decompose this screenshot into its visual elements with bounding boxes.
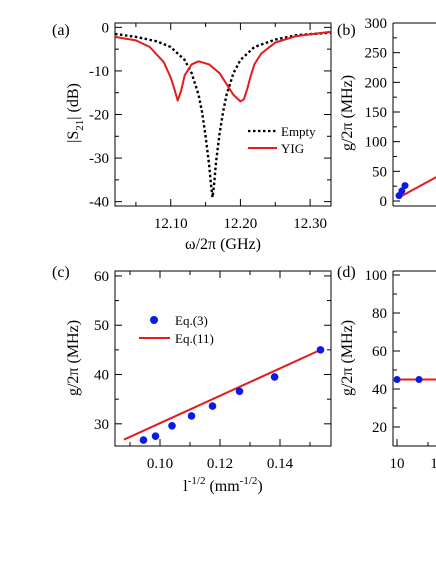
c-eq3-point — [151, 432, 160, 440]
panel-a: (a) 12.10 12.20 12.30 0 -10 -20 -30 -40 |S21| (… — [52, 20, 332, 253]
panel-d: (d) 20 40 60 80 100 10 1 g/2π (MHz) — [337, 264, 436, 472]
panel-c-label: (c) — [52, 264, 70, 281]
b-ytick-label: 50 — [372, 164, 387, 180]
panel-b-ylabel: g/2π (MHz) — [339, 75, 356, 151]
panel-d-label: (d) — [337, 264, 356, 281]
legend-eq11-label: Eq.(11) — [175, 331, 214, 346]
panel-c-legend: Eq.(3) Eq.(11) — [139, 313, 214, 346]
d-xtick-label: 10 — [390, 456, 405, 472]
d-ytick-label: 20 — [372, 420, 387, 436]
panel-a-xlabel: ω/2π (GHz) — [185, 236, 261, 253]
c-eq3-point — [270, 373, 279, 381]
b-data-point — [398, 187, 406, 195]
panel-b-label: (b) — [337, 22, 356, 39]
panel-a-legend: Empty YIG — [248, 124, 316, 156]
c-eq3-point — [316, 346, 325, 354]
a-ytick-label: -30 — [89, 151, 109, 167]
legend-eq3-marker — [150, 316, 158, 324]
b-data-point — [401, 182, 409, 190]
c-eq3-point — [208, 402, 217, 410]
panel-c-ylabel: g/2π (MHz) — [65, 320, 82, 396]
panel-a-label: (a) — [52, 22, 70, 39]
c-eq3-point — [187, 412, 196, 420]
panel-d-ylabel: g/2π (MHz) — [339, 320, 356, 396]
b-ytick-label: 100 — [365, 135, 388, 151]
series-empty-line — [115, 31, 331, 199]
c-eq3-point — [235, 387, 244, 396]
a-ytick-label: -10 — [89, 64, 109, 80]
d-ytick-label: 40 — [372, 382, 387, 398]
c-ytick-label: 40 — [94, 368, 109, 384]
d-ytick-label: 100 — [365, 268, 388, 284]
panel-b: (b) 0 50 100 150 200 250 300 g/2π (MHz) — [337, 16, 436, 210]
panel-c-xlabel: l-1/2 (mm-1/2) — [183, 475, 262, 495]
panel-c: (c) 0.10 0.12 0.14 30 40 50 60 g/2π (MHz) l-1/… — [52, 264, 332, 495]
d-xtick-label-partial: 1 — [430, 456, 436, 472]
b-ytick-label: 200 — [365, 75, 388, 91]
c-eq3-point — [139, 436, 148, 444]
a-xtick-label: 12.10 — [154, 216, 188, 232]
a-ytick-label: 0 — [102, 20, 110, 36]
panel-c-frame — [114, 270, 332, 447]
c-eq3-point — [168, 421, 176, 430]
panel-a-ylabel: |S21| (dB) — [65, 83, 86, 143]
legend-empty-label: Empty — [281, 124, 316, 139]
b-ytick-label: 150 — [365, 105, 388, 121]
c-ytick-label: 30 — [94, 417, 109, 433]
d-data-point — [415, 376, 423, 383]
c-xtick-label: 0.10 — [147, 456, 173, 472]
b-ytick-label: 0 — [380, 194, 388, 210]
legend-yig-label: YIG — [281, 141, 304, 156]
a-ytick-label: -20 — [89, 108, 109, 124]
a-ytick-label: -40 — [89, 195, 109, 211]
series-yig-line — [115, 30, 331, 103]
c-xtick-label: 0.12 — [207, 456, 233, 472]
c-eq11-line — [123, 348, 321, 441]
b-ytick-label: 250 — [365, 46, 388, 62]
d-data-point — [393, 376, 401, 383]
c-ytick-label: 60 — [94, 269, 109, 285]
a-xtick-label: 12.30 — [293, 216, 327, 232]
a-xtick-label: 12.20 — [224, 216, 258, 232]
d-ytick-label: 80 — [372, 306, 387, 322]
d-ytick-label: 60 — [372, 344, 387, 360]
c-ytick-label: 50 — [94, 318, 109, 334]
legend-eq3-label: Eq.(3) — [175, 313, 208, 328]
b-ytick-label: 300 — [365, 16, 388, 32]
c-xtick-label: 0.14 — [267, 456, 294, 472]
